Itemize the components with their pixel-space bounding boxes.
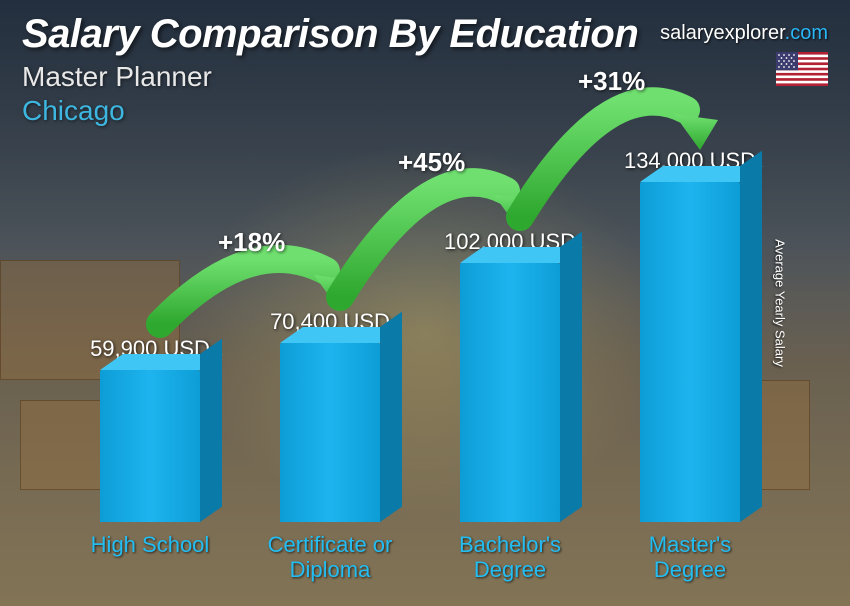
category-label: Certificate orDiploma bbox=[268, 532, 393, 584]
brand-logo: salaryexplorer.com bbox=[660, 22, 828, 45]
chart-column: 70,400 USD Certificate orDiploma bbox=[240, 309, 420, 584]
bar-front-face bbox=[460, 263, 560, 522]
us-flag-icon bbox=[776, 52, 828, 86]
increase-label: +45% bbox=[398, 147, 465, 178]
increase-label: +18% bbox=[218, 227, 285, 258]
chart-column: 102,000 USD Bachelor'sDegree bbox=[420, 229, 600, 584]
brand-main: salaryexplorer bbox=[660, 22, 785, 44]
chart-column: 59,900 USD High School bbox=[60, 336, 240, 584]
bar-front-face bbox=[280, 343, 380, 522]
bar-front-face bbox=[640, 182, 740, 522]
category-label: Master'sDegree bbox=[649, 532, 731, 584]
bar-front-face bbox=[100, 370, 200, 522]
subtitle: Master Planner bbox=[22, 61, 828, 93]
category-label: High School bbox=[91, 532, 210, 584]
bar bbox=[280, 343, 380, 522]
bar bbox=[100, 370, 200, 522]
bar-side-face bbox=[380, 312, 402, 522]
brand-accent: .com bbox=[785, 22, 828, 44]
bar bbox=[640, 182, 740, 522]
y-axis-label: Average Yearly Salary bbox=[773, 239, 788, 367]
bar-chart: 59,900 USD High School 70,400 USD Certif… bbox=[60, 64, 780, 584]
location: Chicago bbox=[22, 95, 828, 127]
bar-side-face bbox=[560, 232, 582, 522]
bar-side-face bbox=[740, 151, 762, 522]
category-label: Bachelor'sDegree bbox=[459, 532, 561, 584]
bar bbox=[460, 263, 560, 522]
bar-side-face bbox=[200, 339, 222, 522]
chart-column: 134,000 USD Master'sDegree bbox=[600, 148, 780, 584]
